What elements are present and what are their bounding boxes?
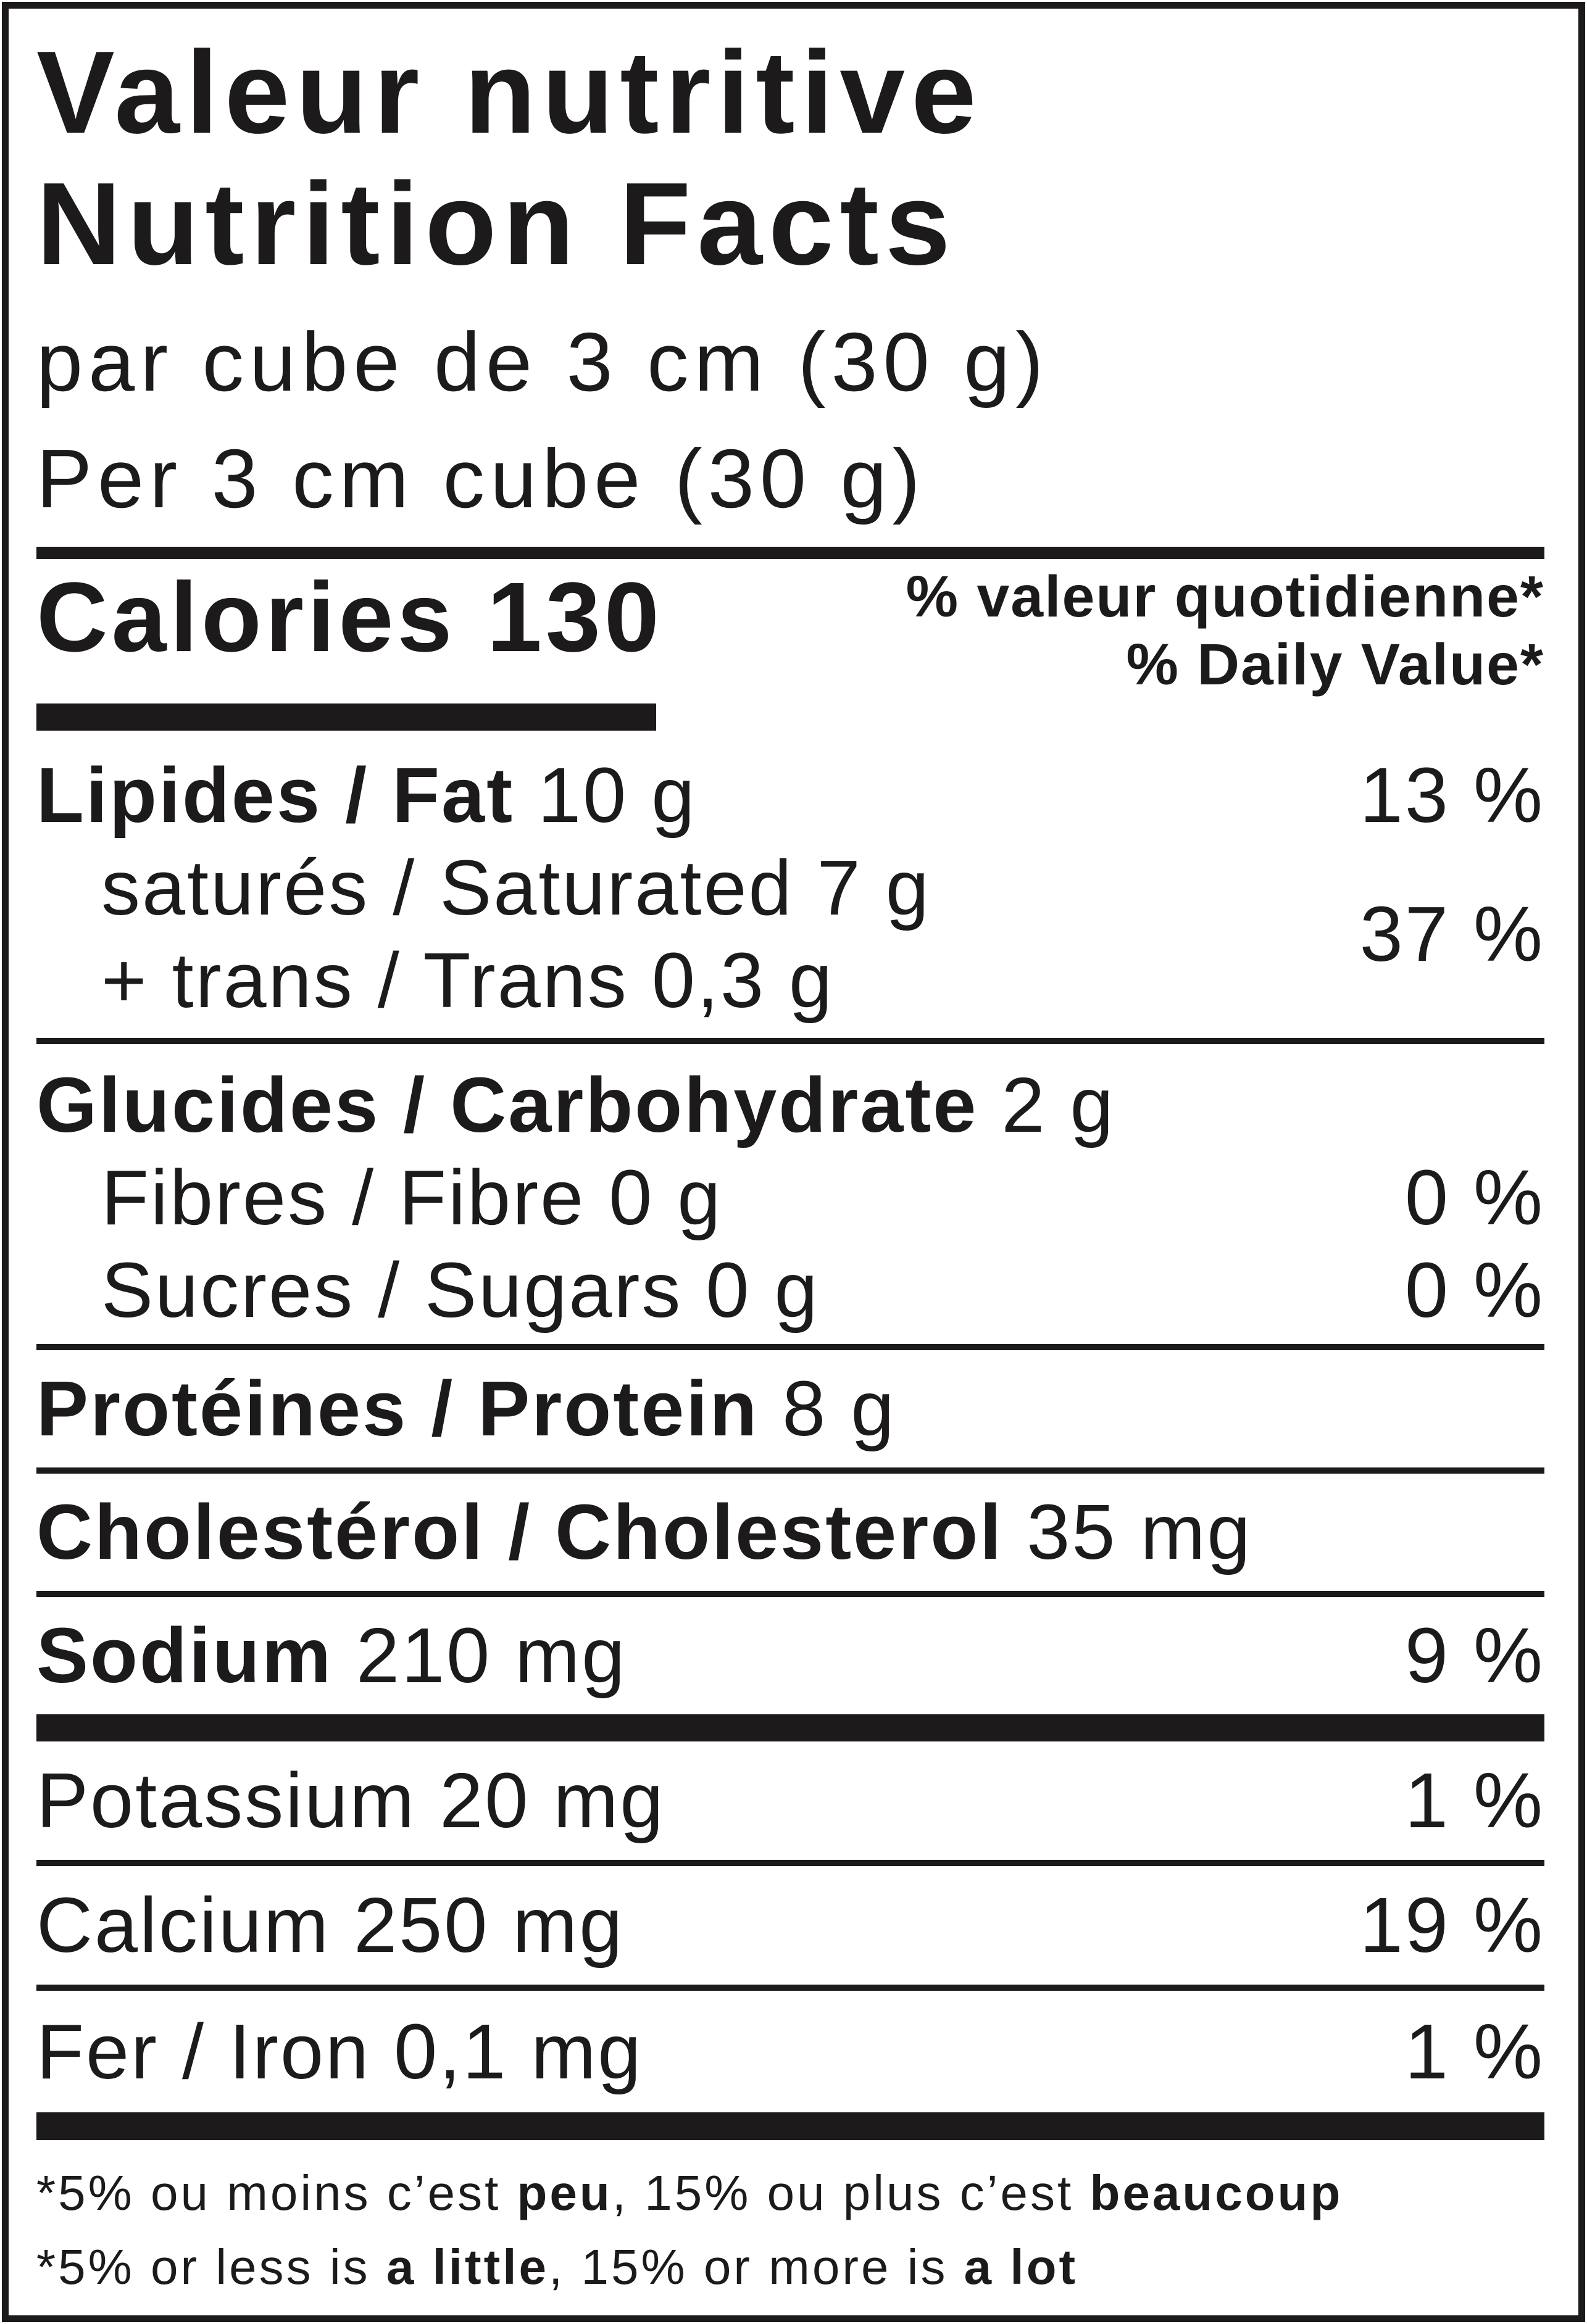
- daily-value-header-english: % Daily Value*: [1126, 631, 1544, 697]
- serving-size-french: par cube de 3 cm (30 g): [36, 315, 1049, 409]
- sugars-daily-value: 0 %: [1404, 1246, 1544, 1334]
- divider-thin-5: [36, 1859, 1544, 1866]
- sugars-row: Sucres / Sugars 0 g 0 %: [101, 1244, 1544, 1337]
- footnote-en-bold-1: a little: [386, 2239, 549, 2294]
- calcium-row: Calcium 250 mg 19 %: [36, 1866, 1544, 1985]
- sugars-label-group: Sucres / Sugars 0 g: [101, 1244, 820, 1337]
- sugars-amount: 0 g: [706, 1246, 820, 1334]
- potassium-label-group: Potassium 20 mg: [36, 1756, 665, 1845]
- fibre-label: Fibres / Fibre: [101, 1153, 586, 1241]
- fat-section: Lipides / Fat 10 g 13 % saturés / Satura…: [36, 731, 1544, 1038]
- fat-row: Lipides / Fat 10 g 13 %: [36, 749, 1544, 842]
- saturated-trans-daily-value: 37 %: [1359, 890, 1544, 978]
- calories-underline-bar: [36, 703, 656, 731]
- footnote-french: *5% ou moins c’est peu, 15% ou plus c’es…: [36, 2156, 1544, 2230]
- carbohydrate-section: Glucides / Carbohydrate 2 g Fibres / Fib…: [36, 1044, 1544, 1344]
- calcium-amount: 250 mg: [354, 1882, 625, 1969]
- footnote: *5% ou moins c’est peu, 15% ou plus c’es…: [36, 2140, 1544, 2304]
- carbohydrate-amount: 2 g: [1001, 1061, 1115, 1148]
- divider-thick-bottom: [36, 2112, 1544, 2140]
- protein-amount: 8 g: [782, 1365, 896, 1453]
- divider-thick-top: [36, 546, 1544, 559]
- divider-thick-middle: [36, 1714, 1544, 1741]
- label-content: Valeur nutritive Nutrition Facts par cub…: [9, 9, 1578, 2304]
- carbohydrate-label: Glucides / Carbohydrate: [36, 1061, 978, 1148]
- saturated-trans-group: saturés / Saturated 7 g + trans / Trans …: [36, 842, 1544, 1027]
- divider-thin-6: [36, 1984, 1544, 1991]
- serving-size: par cube de 3 cm (30 g) Per 3 cm cube (3…: [36, 304, 1544, 537]
- cholesterol-label: Cholestérol / Cholesterol: [36, 1488, 1004, 1576]
- protein-row: Protéines / Protein 8 g: [36, 1350, 1544, 1467]
- potassium-daily-value: 1 %: [1404, 1757, 1544, 1845]
- iron-label: Fer / Iron: [36, 2007, 371, 2095]
- daily-value-header: % valeur quotidienne* % Daily Value*: [906, 563, 1544, 699]
- title-french: Valeur nutritive: [36, 27, 983, 158]
- calories-row: Calories 130 % valeur quotidienne* % Dai…: [36, 561, 1544, 699]
- footnote-fr-bold-2: beaucoup: [1089, 2165, 1343, 2220]
- sodium-label: Sodium: [36, 1612, 333, 1699]
- cholesterol-label-group: Cholestérol / Cholesterol 35 mg: [36, 1487, 1252, 1577]
- title-english: Nutrition Facts: [36, 158, 957, 289]
- calcium-label: Calcium: [36, 1882, 331, 1969]
- divider-thin-2: [36, 1343, 1544, 1350]
- fibre-label-group: Fibres / Fibre 0 g: [101, 1152, 722, 1244]
- sodium-row: Sodium 210 mg 9 %: [36, 1597, 1544, 1714]
- fibre-amount: 0 g: [609, 1153, 723, 1241]
- fat-label-group: Lipides / Fat 10 g: [36, 749, 696, 842]
- fat-amount: 10 g: [538, 751, 697, 839]
- iron-row: Fer / Iron 0,1 mg 1 %: [36, 1991, 1544, 2112]
- saturated-amount: 7 g: [817, 844, 931, 931]
- iron-amount: 0,1 mg: [394, 2007, 643, 2095]
- protein-label-group: Protéines / Protein 8 g: [36, 1364, 896, 1453]
- footnote-en-bold-2: a lot: [964, 2239, 1078, 2294]
- saturated-label: saturés / Saturated: [101, 844, 794, 931]
- footnote-english: *5% or less is a little, 15% or more is …: [36, 2230, 1544, 2304]
- fibre-row: Fibres / Fibre 0 g 0 %: [101, 1152, 1544, 1244]
- daily-value-header-french: % valeur quotidienne*: [906, 563, 1544, 629]
- trans-label: + trans / Trans: [101, 936, 628, 1024]
- footnote-fr-bold-1: peu: [517, 2165, 612, 2220]
- protein-label: Protéines / Protein: [36, 1365, 759, 1453]
- cholesterol-amount: 35 mg: [1027, 1488, 1252, 1576]
- calcium-label-group: Calcium 250 mg: [36, 1880, 624, 1970]
- calories-amount: 130: [486, 561, 663, 672]
- potassium-amount: 20 mg: [439, 1757, 665, 1845]
- sugars-label: Sucres / Sugars: [101, 1246, 683, 1334]
- potassium-row: Potassium 20 mg 1 %: [36, 1741, 1544, 1860]
- divider-thin-3: [36, 1467, 1544, 1474]
- footnote-fr-text-1: *5% ou moins c’est: [36, 2165, 517, 2220]
- carbohydrate-row: Glucides / Carbohydrate 2 g: [36, 1059, 1544, 1152]
- trans-row: + trans / Trans 0,3 g: [101, 934, 931, 1027]
- fat-label: Lipides / Fat: [36, 751, 515, 839]
- sodium-daily-value: 9 %: [1404, 1612, 1544, 1699]
- footnote-en-text-2: , 15% or more is: [549, 2239, 964, 2294]
- iron-label-group: Fer / Iron 0,1 mg: [36, 2007, 643, 2096]
- calories-value: Calories 130: [36, 561, 663, 672]
- footnote-fr-text-2: , 15% ou plus c’est: [612, 2165, 1090, 2220]
- cholesterol-row: Cholestérol / Cholesterol 35 mg: [36, 1474, 1544, 1591]
- divider-thin-4: [36, 1590, 1544, 1597]
- iron-daily-value: 1 %: [1404, 2007, 1544, 2095]
- calcium-daily-value: 19 %: [1359, 1882, 1544, 1969]
- trans-amount: 0,3 g: [651, 936, 835, 1024]
- sodium-label-group: Sodium 210 mg: [36, 1611, 627, 1700]
- saturated-trans-lines: saturés / Saturated 7 g + trans / Trans …: [36, 842, 931, 1027]
- footnote-en-text-1: *5% or less is: [36, 2239, 386, 2294]
- serving-size-english: Per 3 cm cube (30 g): [36, 431, 926, 525]
- fat-daily-value: 13 %: [1359, 751, 1544, 839]
- divider-thin-1: [36, 1037, 1544, 1044]
- calories-label: Calories: [36, 561, 456, 672]
- fibre-daily-value: 0 %: [1404, 1153, 1544, 1241]
- saturated-row: saturés / Saturated 7 g: [101, 842, 931, 934]
- potassium-label: Potassium: [36, 1757, 417, 1845]
- carbohydrate-label-group: Glucides / Carbohydrate 2 g: [36, 1059, 1115, 1152]
- sodium-amount: 210 mg: [356, 1612, 627, 1699]
